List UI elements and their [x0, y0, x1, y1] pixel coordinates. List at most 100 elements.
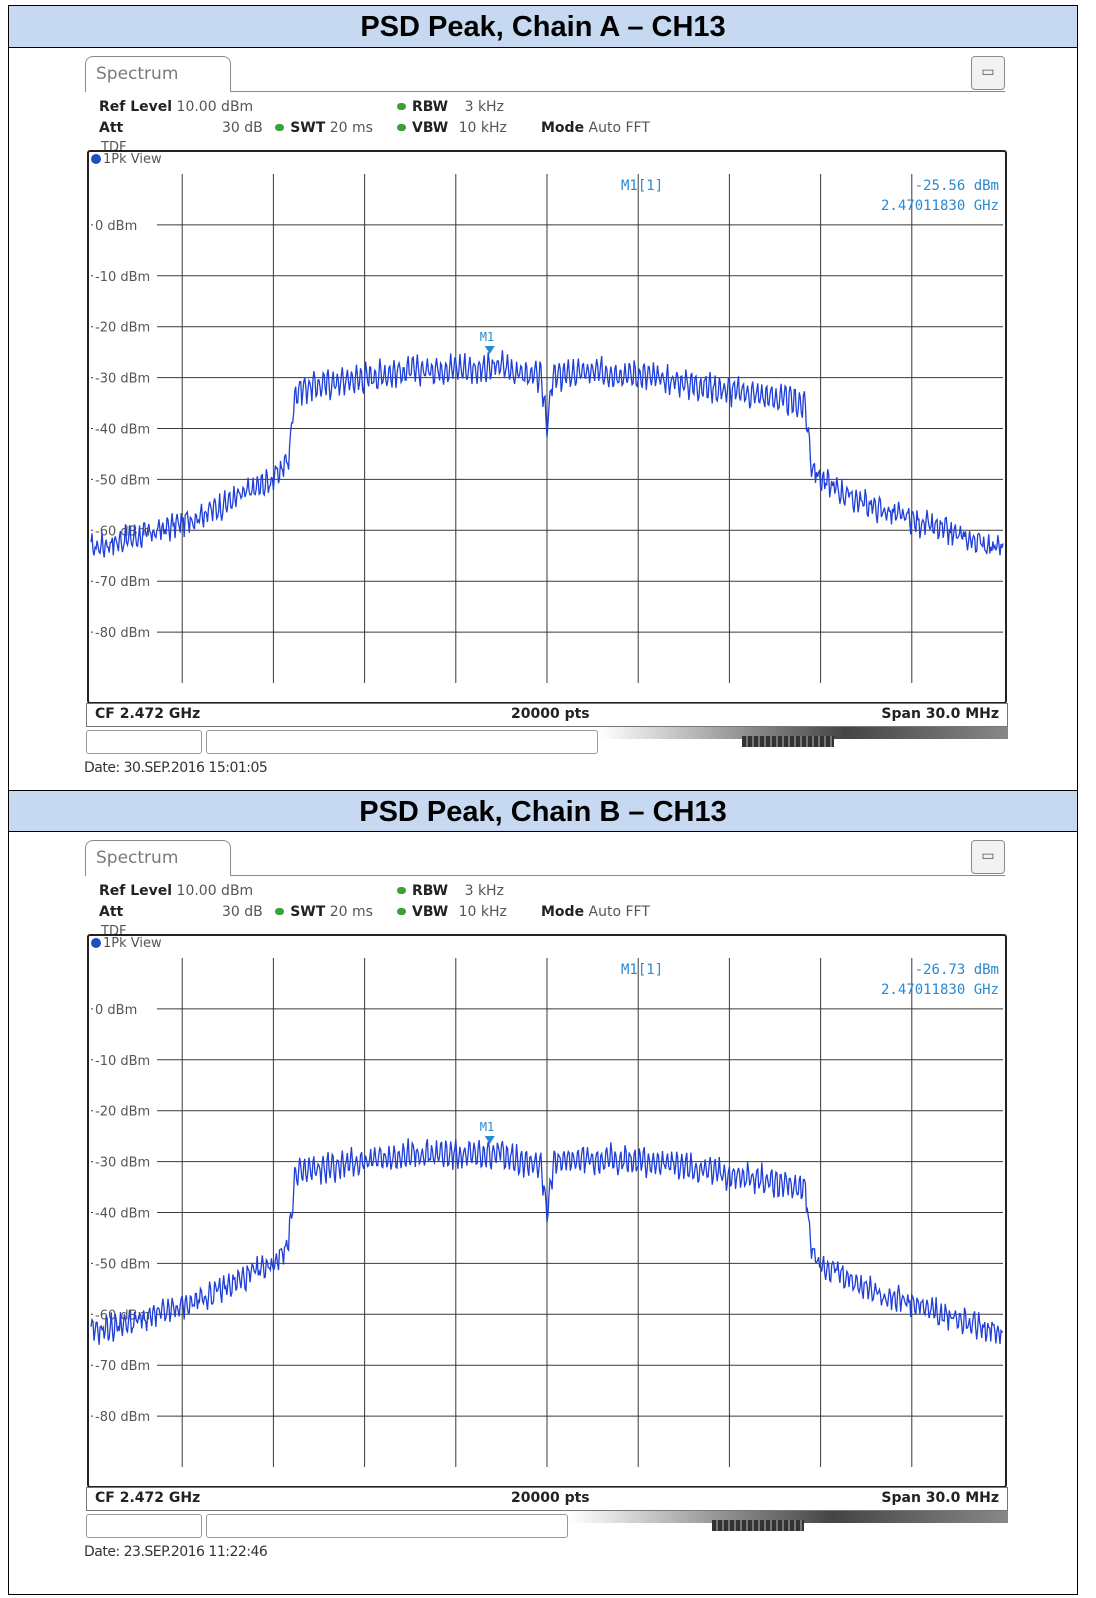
att-label: Att — [99, 904, 124, 920]
y-tick-label: -80 dBm — [95, 626, 150, 641]
tick-label-bg — [93, 470, 157, 489]
y-tick-label: 0 dBm — [95, 219, 137, 234]
spectrum-tab[interactable]: Spectrum — [85, 840, 231, 876]
ref-level-info: Ref Level 10.00 dBm — [99, 99, 253, 115]
swt-value: 20 ms — [329, 904, 373, 920]
bottom-info-bar: CF 2.472 GHz 20000 pts Span 30.0 MHz — [86, 703, 1008, 727]
progress-indicator — [712, 1520, 804, 1531]
vbw-value: 10 kHz — [458, 904, 507, 920]
tick-label-bg — [93, 623, 157, 642]
mode-info: Mode Auto FFT — [541, 120, 650, 136]
tick-label-bg — [93, 368, 157, 387]
marker-frequency: 2.47011830 GHz — [881, 198, 999, 214]
mode-value: Auto FFT — [588, 120, 650, 136]
marker-level: -25.56 dBm — [915, 178, 999, 194]
att-label-wrap: Att — [99, 904, 123, 920]
mode-label: Mode — [541, 120, 585, 136]
rbw-info: RBW 3 kHz — [397, 99, 504, 115]
tick-label-bg — [93, 419, 157, 438]
swt-value: 20 ms — [329, 120, 373, 136]
display-config-icon[interactable]: ▭ — [971, 56, 1005, 90]
vbw-label: VBW — [412, 120, 449, 136]
y-tick-label: -20 dBm — [95, 1105, 150, 1120]
marker-triangle — [484, 1135, 495, 1144]
rbw-value: 3 kHz — [464, 99, 504, 115]
progress-indicator — [742, 736, 834, 747]
rbw-label: RBW — [412, 883, 449, 899]
att-value: 30 dB — [222, 904, 263, 920]
tick-label-bg — [93, 1101, 157, 1120]
tick-label-bg — [93, 1050, 157, 1069]
span-value: Span 30.0 MHz — [881, 1490, 999, 1506]
att-value: 30 dB — [222, 120, 263, 136]
vbw-value: 10 kHz — [458, 120, 507, 136]
spectrum-trace — [90, 350, 1004, 558]
rbw-label: RBW — [412, 99, 449, 115]
status-field-2[interactable] — [206, 730, 598, 754]
status-field-1[interactable] — [86, 730, 202, 754]
y-tick-label: -70 dBm — [95, 575, 150, 590]
att-swt-info: 30 dB SWT 20 ms — [222, 120, 373, 136]
tick-label-bg — [93, 215, 157, 234]
tick-label-bg — [93, 317, 157, 336]
y-tick-label: -50 dBm — [95, 1257, 150, 1272]
y-tick-label: 0 dBm — [95, 1003, 137, 1018]
tab-divider — [231, 875, 1005, 876]
tick-label-bg — [93, 1356, 157, 1375]
marker-frequency: 2.47011830 GHz — [881, 982, 999, 998]
plot-area-b: 1Pk View 0 dBm -10 dBm -20 dBm -30 dBm -40 d… — [87, 934, 1007, 1488]
status-gradient — [570, 1511, 1008, 1523]
plot-area-a: 1Pk View 0 dBm -10 dBm -20 dBm -30 dBm -40 d… — [87, 150, 1007, 704]
ref-level-info: Ref Level 10.00 dBm — [99, 883, 253, 899]
panel-b-header: PSD Peak, Chain B – CH13 — [9, 790, 1077, 832]
sweep-points: 20000 pts — [511, 706, 590, 722]
ref-level-label: Ref Level — [99, 99, 173, 115]
bottom-info-bar: CF 2.472 GHz 20000 pts Span 30.0 MHz — [86, 1487, 1008, 1511]
marker-name: M1[1] — [621, 962, 663, 978]
ref-level-value: 10.00 dBm — [176, 883, 254, 899]
mode-value: Auto FFT — [588, 904, 650, 920]
status-field-1[interactable] — [86, 1514, 202, 1538]
marker-level: -26.73 dBm — [915, 962, 999, 978]
spectrum-trace — [90, 1138, 1004, 1345]
vbw-status-icon — [397, 124, 406, 131]
marker-name: M1[1] — [621, 178, 663, 194]
tab-divider — [231, 91, 1005, 92]
sweep-points: 20000 pts — [511, 1490, 590, 1506]
status-bar — [86, 1511, 1008, 1541]
tick-label-bg — [93, 1254, 157, 1273]
trace-indicator-icon — [91, 154, 101, 164]
marker-tag: M1 — [480, 1120, 494, 1134]
tick-label-bg — [93, 266, 157, 285]
tick-label-bg — [93, 1152, 157, 1171]
span-value: Span 30.0 MHz — [881, 706, 999, 722]
view-label-text: 1Pk View — [103, 152, 162, 167]
ref-level-value: 10.00 dBm — [176, 99, 254, 115]
vbw-label: VBW — [412, 904, 449, 920]
swt-status-icon — [275, 908, 285, 915]
spectrum-chart-b: 0 dBm -10 dBm -20 dBm -30 dBm -40 dBm -50 dBm… — [90, 958, 1004, 1467]
y-tick-label: -40 dBm — [95, 1207, 150, 1222]
y-tick-label: -10 dBm — [95, 1054, 150, 1069]
att-label: Att — [99, 120, 124, 136]
tick-label-bg — [93, 999, 157, 1018]
spectrum-chart-a: 0 dBm -10 dBm -20 dBm -30 dBm -40 dBm -50 dBm… — [90, 174, 1004, 683]
timestamp: Date: 23.SEP.2016 11:22:46 — [84, 1544, 268, 1560]
marker-triangle — [484, 346, 495, 355]
ref-level-label: Ref Level — [99, 883, 173, 899]
trace-indicator-icon — [91, 938, 101, 948]
tick-label-bg — [93, 1407, 157, 1426]
display-config-icon[interactable]: ▭ — [971, 840, 1005, 874]
status-field-2[interactable] — [206, 1514, 568, 1538]
spectrum-tab[interactable]: Spectrum — [85, 56, 231, 92]
rbw-status-icon — [397, 103, 406, 110]
tick-label-bg — [93, 1203, 157, 1222]
view-label: 1Pk View — [91, 152, 162, 167]
y-tick-label: -20 dBm — [95, 321, 150, 336]
status-gradient — [600, 727, 1008, 739]
rbw-status-icon — [397, 887, 406, 894]
swt-label: SWT — [290, 904, 326, 920]
y-tick-label: -70 dBm — [95, 1359, 150, 1374]
grid — [91, 958, 1003, 1467]
panel-a: Spectrum ▭ Ref Level 10.00 dBm Att 30 dB… — [9, 48, 1077, 790]
